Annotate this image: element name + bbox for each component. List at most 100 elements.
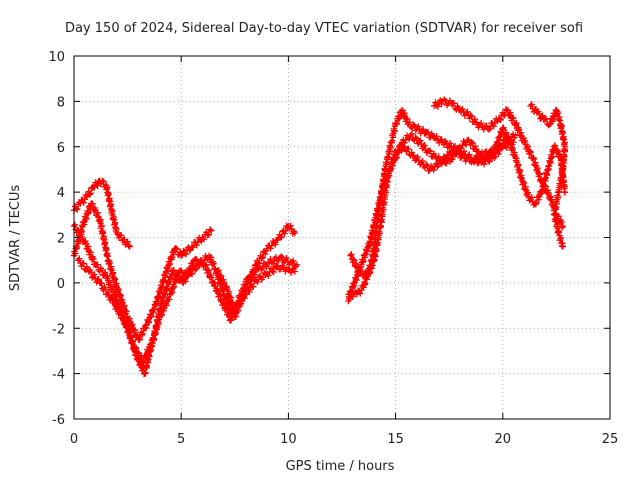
data-point (510, 114, 517, 122)
data-point (71, 221, 79, 228)
data-point (355, 270, 362, 277)
data-point (348, 251, 355, 258)
data-point (91, 271, 98, 278)
data-point (433, 102, 440, 109)
data-point (497, 143, 505, 151)
data-point (193, 241, 200, 249)
data-point (395, 148, 403, 155)
data-point (246, 288, 253, 296)
data-point (346, 295, 354, 303)
data-point (216, 291, 224, 298)
series-track5 (214, 262, 299, 314)
y-axis-label: SDTVAR / TECUs (8, 185, 23, 292)
data-point (420, 143, 427, 150)
data-point (259, 265, 266, 272)
data-point (290, 228, 297, 235)
data-point (142, 354, 150, 362)
data-point (489, 151, 497, 159)
data-point (558, 218, 565, 226)
data-point (469, 139, 476, 147)
data-point (155, 312, 163, 319)
data-point (189, 244, 197, 251)
data-point (84, 243, 92, 250)
data-point (229, 301, 237, 308)
data-point (532, 200, 539, 208)
data-point (131, 327, 139, 334)
data-point (124, 238, 131, 245)
data-points (70, 96, 569, 378)
data-point (548, 153, 556, 160)
data-point (220, 299, 228, 307)
data-point (188, 243, 196, 250)
data-point (113, 303, 121, 310)
data-point (490, 123, 497, 130)
data-point (160, 277, 168, 284)
data-point (74, 206, 81, 213)
data-point (467, 112, 474, 119)
data-point (348, 288, 355, 296)
data-point (193, 256, 200, 263)
data-point (498, 142, 506, 149)
data-point (218, 272, 225, 280)
data-point (468, 138, 475, 146)
data-point (205, 231, 212, 238)
data-point (234, 304, 241, 311)
data-point (94, 261, 101, 268)
data-point (425, 147, 433, 154)
data-point (171, 283, 178, 290)
data-point (147, 313, 154, 321)
data-point (536, 171, 543, 178)
data-point (517, 129, 525, 136)
data-point (283, 254, 290, 262)
data-point (80, 260, 87, 267)
data-point (350, 256, 358, 264)
data-point (380, 199, 388, 206)
data-point (205, 267, 212, 275)
data-point (509, 146, 516, 153)
data-point (145, 348, 152, 356)
data-point (516, 168, 524, 175)
data-point (389, 162, 396, 169)
data-point (129, 338, 137, 345)
data-point (551, 143, 558, 150)
data-point (182, 250, 190, 258)
data-point (184, 272, 192, 279)
data-point (471, 116, 479, 123)
data-point (94, 209, 101, 216)
data-point (448, 154, 455, 162)
data-point (78, 233, 86, 241)
data-point (561, 188, 569, 196)
data-point (87, 249, 94, 256)
data-point (95, 276, 102, 283)
data-point (193, 265, 200, 272)
data-point (188, 270, 196, 278)
data-point (111, 276, 119, 283)
data-point (178, 274, 185, 282)
data-point (269, 260, 277, 267)
data-point (98, 279, 105, 287)
data-point (495, 150, 502, 158)
data-point (357, 290, 364, 297)
data-point (214, 268, 221, 275)
data-point (441, 159, 449, 166)
data-point (258, 255, 265, 262)
data-point (478, 149, 486, 156)
chart-title: Day 150 of 2024, Sidereal Day-to-day VTE… (65, 21, 583, 36)
data-point (484, 154, 492, 162)
y-tick-label: 8 (57, 95, 65, 110)
data-point (433, 133, 440, 140)
data-point (182, 278, 189, 285)
y-tick-label: 10 (48, 50, 65, 65)
data-point (421, 142, 428, 149)
data-point (173, 270, 181, 278)
data-point (556, 219, 564, 227)
data-point (526, 147, 534, 155)
data-point (215, 266, 222, 274)
data-point (373, 246, 380, 254)
x-tick-label: 10 (280, 432, 297, 447)
data-point (412, 134, 419, 141)
data-point (144, 318, 152, 325)
data-point (152, 328, 159, 336)
data-point (254, 259, 262, 266)
